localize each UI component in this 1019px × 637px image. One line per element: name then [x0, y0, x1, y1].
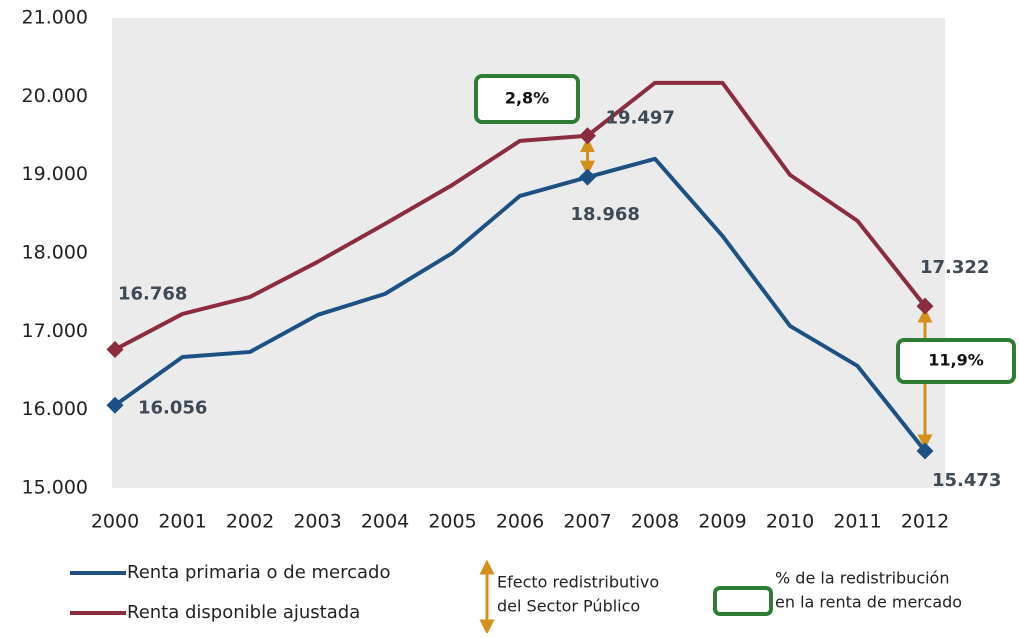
point-marker: [106, 341, 124, 358]
series-line: [113, 156, 927, 453]
legend-label: Renta disponible ajustada: [127, 602, 360, 623]
value-label: 15.473: [932, 470, 1001, 491]
x-tick-label: 2003: [293, 511, 341, 533]
value-label: 16.768: [118, 284, 187, 305]
annotation-box: [474, 74, 580, 124]
annotation-text: 11,9%: [928, 351, 984, 370]
annotation-text: 2,8%: [505, 89, 549, 108]
x-tick-label: 2010: [766, 511, 814, 533]
legend-label: Renta primaria o de mercado: [127, 562, 390, 583]
x-tick-label: 2005: [428, 511, 476, 533]
point-marker: [106, 396, 124, 414]
value-label: 19.497: [606, 108, 675, 129]
x-tick-label: 2009: [698, 511, 746, 533]
y-tick-label: 21.000: [22, 7, 88, 29]
y-tick-label: 18.000: [22, 242, 88, 264]
y-tick-label: 17.000: [22, 320, 88, 342]
x-tick-label: 2004: [361, 511, 409, 533]
legend-label: en la renta de mercado: [775, 593, 962, 612]
y-tick-label: 16.000: [22, 398, 88, 420]
x-tick-label: 2007: [563, 511, 611, 533]
legend-label: % de la redistribución: [775, 569, 949, 588]
x-tick-label: 2002: [226, 511, 274, 533]
x-tick-label: 2001: [158, 511, 206, 533]
value-label: 16.056: [138, 397, 207, 418]
point-marker: [579, 168, 596, 186]
point-marker: [916, 297, 934, 315]
value-label: 18.968: [571, 204, 640, 225]
legend-box: [713, 586, 773, 616]
value-label: 17.322: [920, 257, 989, 278]
x-tick-label: 2000: [91, 511, 139, 533]
legend-label: del Sector Público: [497, 597, 640, 616]
x-tick-label: 2012: [901, 511, 949, 533]
y-tick-label: 15.000: [22, 477, 88, 499]
x-tick-label: 2011: [833, 511, 881, 533]
y-tick-label: 19.000: [22, 163, 88, 185]
x-tick-label: 2006: [496, 511, 544, 533]
x-tick-label: 2008: [631, 511, 679, 533]
y-tick-label: 20.000: [22, 85, 88, 107]
legend-label: Efecto redistributivo: [497, 573, 659, 592]
annotation-box: [896, 338, 1016, 384]
point-marker: [916, 442, 934, 460]
series-line: [114, 80, 927, 352]
point-marker: [579, 127, 596, 145]
